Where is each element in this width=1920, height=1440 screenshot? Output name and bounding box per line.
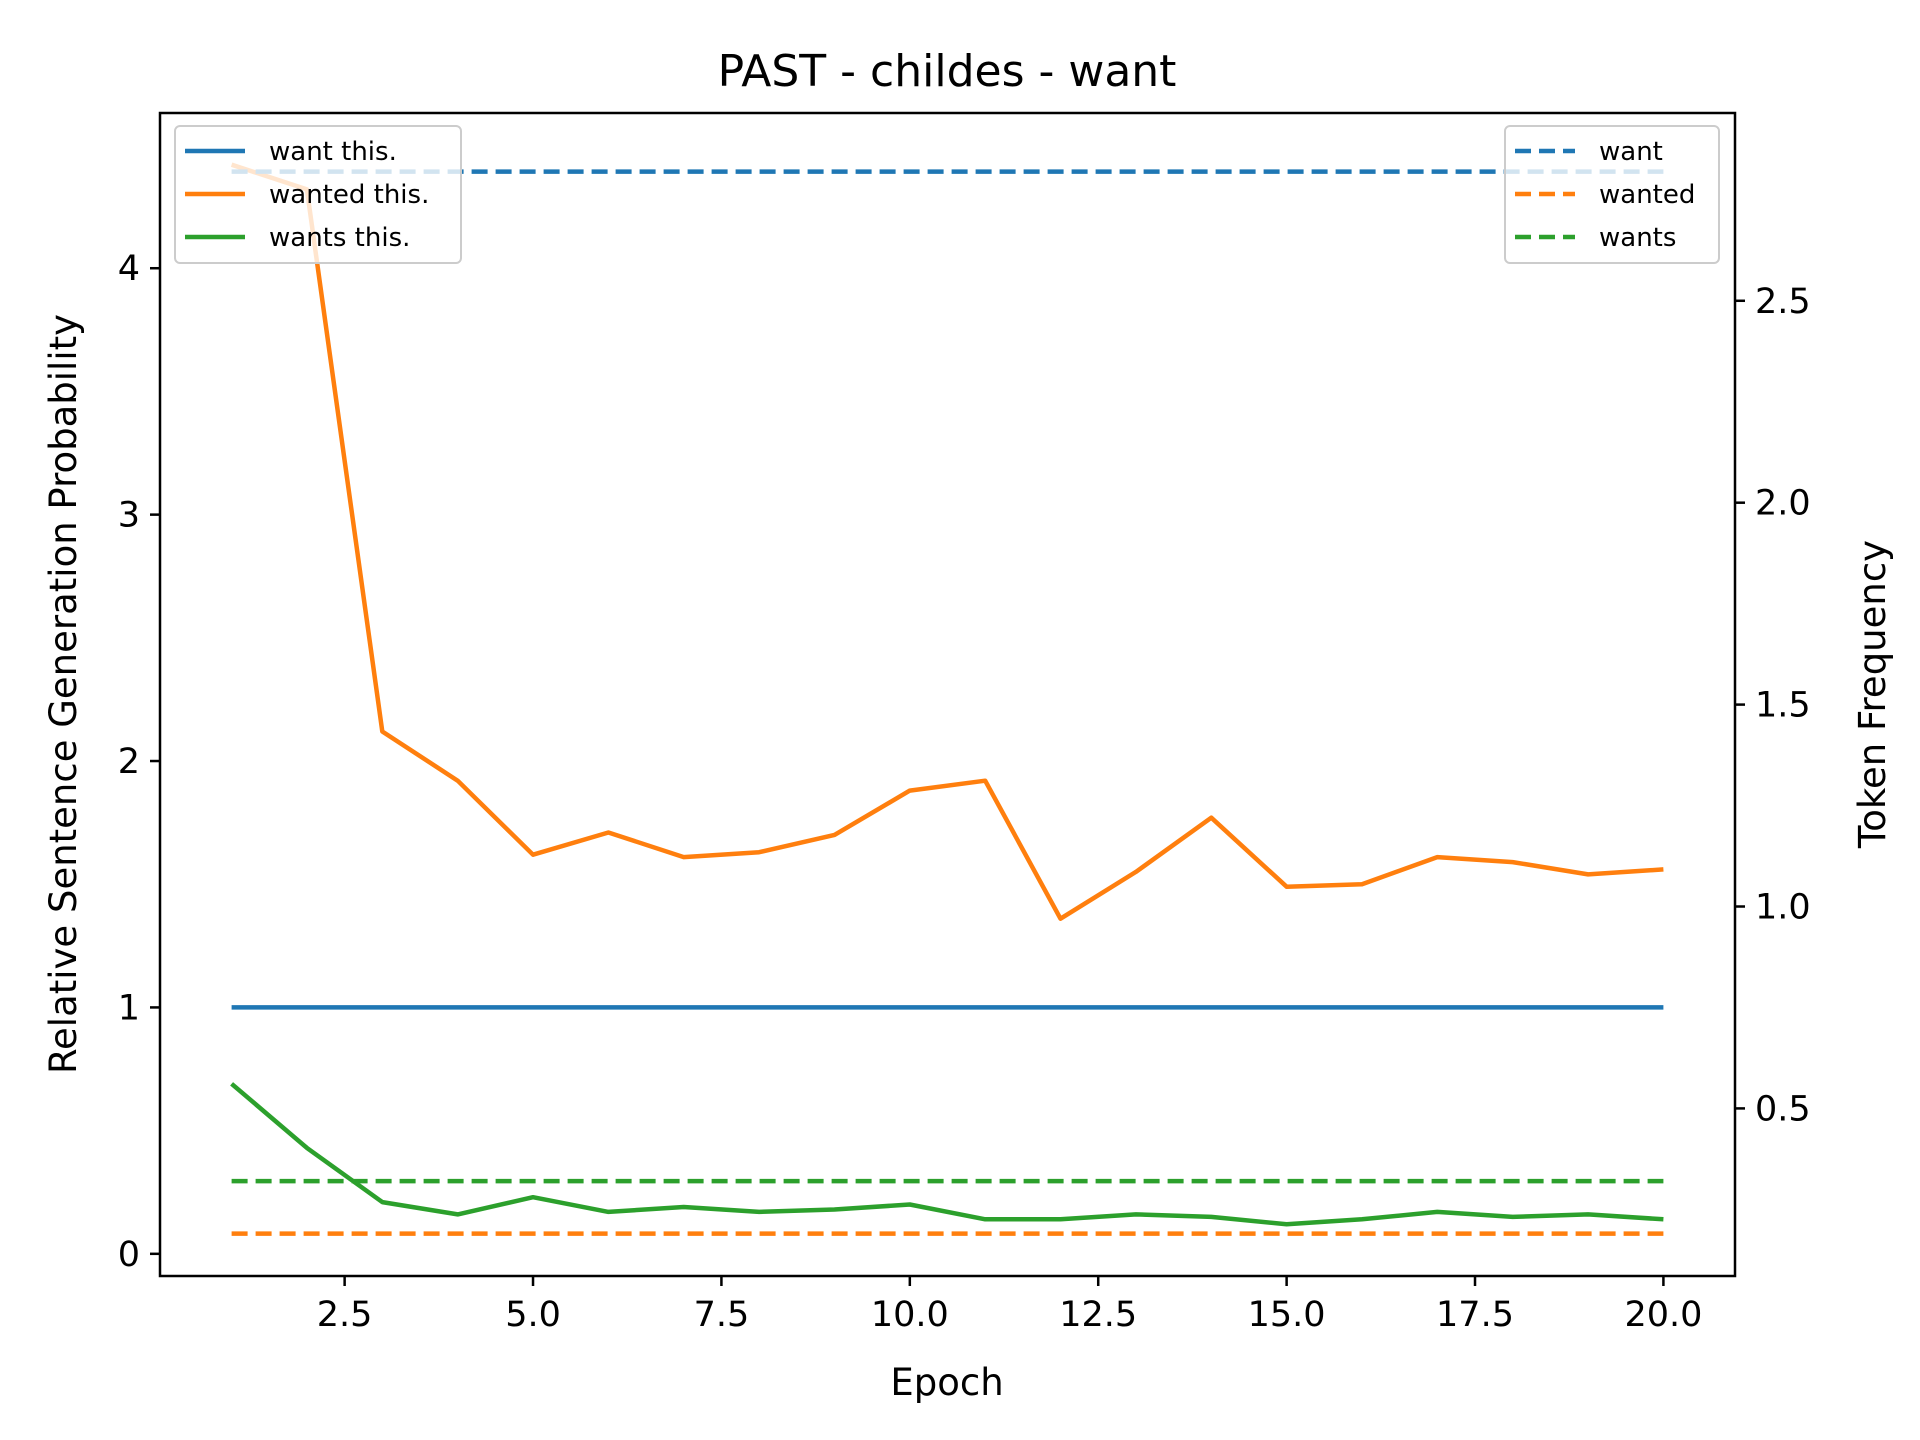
legend-label-wanted-this: wanted this. — [269, 180, 429, 210]
left-y-tick-label: 4 — [118, 249, 140, 289]
legend-label-want-this: want this. — [269, 137, 397, 167]
x-tick-label: 5.0 — [505, 1295, 561, 1335]
legend-right-frame — [1504, 125, 1720, 264]
legend-label-wanted: wanted — [1599, 180, 1695, 210]
right-y-tick-label: 1.5 — [1755, 686, 1811, 726]
x-tick-label: 2.5 — [317, 1295, 373, 1335]
right-y-axis-label: Token Frequency — [1851, 540, 1894, 849]
chart-title: PAST - childes - want — [718, 46, 1177, 97]
left-y-tick-label: 0 — [118, 1235, 140, 1275]
x-tick-label: 20.0 — [1624, 1295, 1702, 1335]
legend-label-wants: wants — [1599, 223, 1676, 253]
x-tick-label: 12.5 — [1059, 1295, 1137, 1335]
series-line-wants-this — [230, 1082, 1664, 1227]
left-y-axis-ticks: 0 1 2 3 4 — [118, 249, 160, 1275]
x-tick-label: 7.5 — [694, 1295, 750, 1335]
legend-left: want this. wanted this. wants this. — [174, 125, 462, 264]
series-layer — [230, 162, 1664, 1236]
right-y-tick-label: 0.5 — [1755, 1089, 1811, 1129]
x-axis-label: Epoch — [890, 1361, 1003, 1404]
right-y-tick-label: 1.0 — [1755, 888, 1811, 928]
x-axis-ticks: 2.5 5.0 7.5 10.0 12.5 15.0 17.5 20.0 — [317, 1276, 1702, 1335]
left-y-axis-label: Relative Sentence Generation Probability — [42, 314, 85, 1074]
legend-right: want wanted wants — [1504, 125, 1720, 264]
left-y-tick-label: 3 — [118, 496, 140, 536]
legend-label-wants-this: wants this. — [269, 223, 410, 253]
right-y-tick-label: 2.0 — [1755, 484, 1811, 524]
series-line-wanted-this — [230, 162, 1664, 921]
x-tick-label: 10.0 — [871, 1295, 949, 1335]
right-y-tick-label: 2.5 — [1755, 282, 1811, 322]
right-y-axis-ticks: 0.5 1.0 1.5 2.0 2.5 — [1735, 282, 1811, 1129]
x-tick-label: 17.5 — [1436, 1295, 1514, 1335]
x-tick-label: 15.0 — [1248, 1295, 1326, 1335]
plot-frame — [158, 111, 1737, 1278]
legend-label-want: want — [1599, 137, 1663, 167]
legend-left-frame — [174, 125, 462, 264]
left-y-tick-label: 1 — [118, 988, 140, 1028]
left-y-tick-label: 2 — [118, 742, 140, 782]
